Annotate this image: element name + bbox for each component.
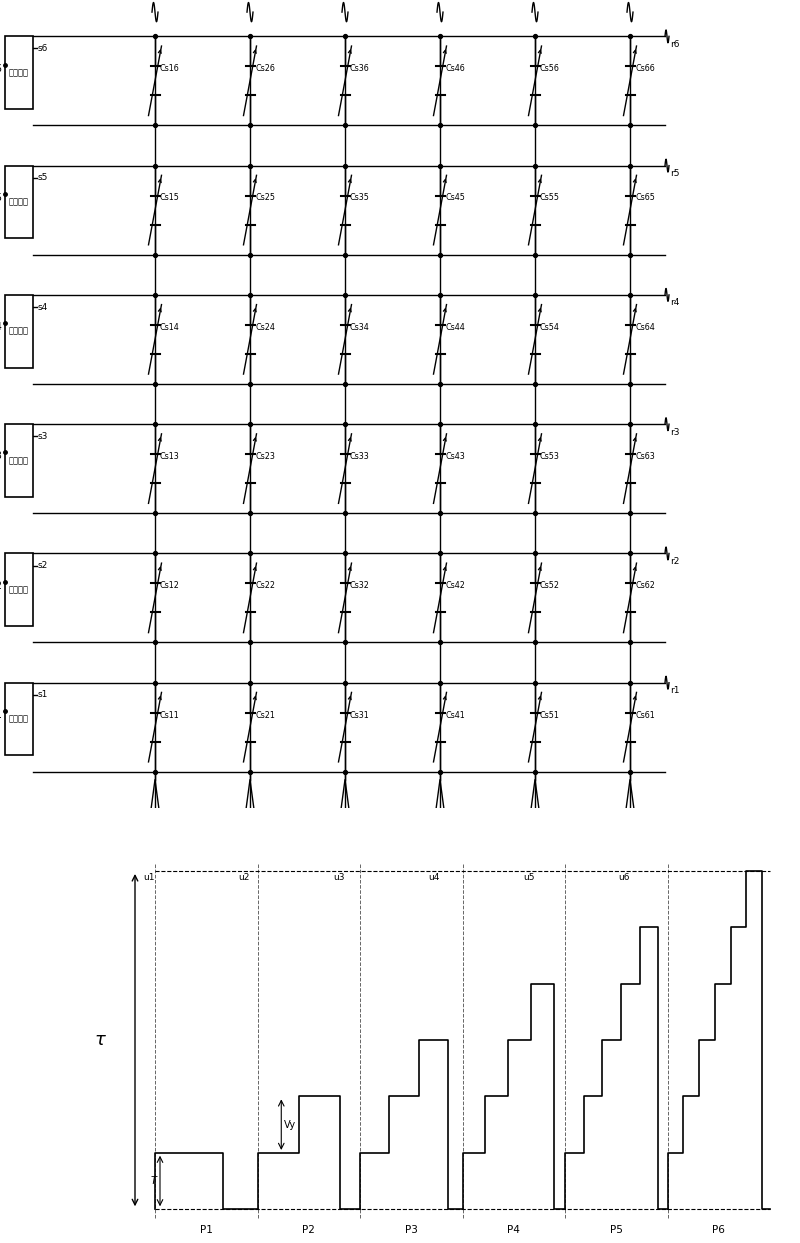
Text: P3: P3 (405, 1224, 418, 1234)
Text: Cs46: Cs46 (445, 65, 465, 73)
Text: Vy: Vy (284, 1120, 296, 1130)
Text: s5: s5 (38, 173, 48, 183)
Text: Cs23: Cs23 (255, 452, 275, 461)
Text: P1: P1 (200, 1224, 213, 1234)
Text: Cs54: Cs54 (540, 323, 560, 332)
Text: Cs64: Cs64 (635, 323, 654, 332)
Text: Cs26: Cs26 (255, 65, 275, 73)
Text: 感测电路: 感测电路 (9, 585, 29, 594)
Text: Vo4: Vo4 (0, 322, 3, 332)
Text: Cs35: Cs35 (350, 194, 370, 203)
Text: Cs24: Cs24 (255, 323, 275, 332)
Bar (5, 295, 33, 368)
Text: Cs65: Cs65 (635, 194, 655, 203)
Text: Cs61: Cs61 (635, 711, 654, 720)
Text: Cs56: Cs56 (540, 65, 560, 73)
Text: Cs36: Cs36 (350, 65, 370, 73)
Text: Cs13: Cs13 (160, 452, 180, 461)
Text: 感测电路: 感测电路 (9, 68, 29, 77)
Text: u2: u2 (238, 873, 250, 881)
Text: Cs31: Cs31 (350, 711, 370, 720)
Text: u5: u5 (523, 873, 534, 881)
Text: s3: s3 (38, 431, 48, 441)
Text: Cs34: Cs34 (350, 323, 370, 332)
Text: u1: u1 (143, 873, 154, 881)
Text: Cs21: Cs21 (255, 711, 275, 720)
Bar (5, 553, 33, 626)
Text: Cs32: Cs32 (350, 582, 370, 590)
Text: Cs44: Cs44 (445, 323, 465, 332)
Text: Vo2: Vo2 (0, 580, 3, 590)
Bar (5, 424, 33, 497)
Text: Cs51: Cs51 (540, 711, 560, 720)
Text: Cs12: Cs12 (160, 582, 180, 590)
Text: Cs14: Cs14 (160, 323, 180, 332)
Text: r5: r5 (670, 169, 679, 178)
Text: s1: s1 (38, 690, 48, 700)
Text: 感测电路: 感测电路 (9, 715, 29, 723)
Text: P5: P5 (610, 1224, 622, 1234)
Text: Cs25: Cs25 (255, 194, 275, 203)
Text: P4: P4 (507, 1224, 520, 1234)
Text: Cs41: Cs41 (445, 711, 465, 720)
Text: s6: s6 (38, 44, 48, 53)
Text: r6: r6 (670, 40, 679, 48)
Text: T: T (151, 1176, 157, 1186)
Text: r2: r2 (670, 557, 679, 566)
Text: Cs11: Cs11 (160, 711, 180, 720)
Bar (5, 682, 33, 756)
Text: Cs62: Cs62 (635, 582, 655, 590)
Text: Cs15: Cs15 (160, 194, 180, 203)
Text: 感测电路: 感测电路 (9, 198, 29, 206)
Text: Vo6: Vo6 (0, 63, 3, 73)
Text: Cs22: Cs22 (255, 582, 275, 590)
Text: Cs42: Cs42 (445, 582, 465, 590)
Text: P2: P2 (302, 1224, 315, 1234)
Text: Vo1: Vo1 (0, 710, 3, 720)
Text: u6: u6 (618, 873, 630, 881)
Text: 感测电路: 感测电路 (9, 456, 29, 465)
Text: τ: τ (94, 1032, 106, 1049)
Text: r4: r4 (670, 298, 679, 307)
Text: Cs16: Cs16 (160, 65, 180, 73)
Text: Cs33: Cs33 (350, 452, 370, 461)
Text: Cs43: Cs43 (445, 452, 465, 461)
Text: 感测电路: 感测电路 (9, 327, 29, 336)
Text: Cs52: Cs52 (540, 582, 560, 590)
Text: Cs63: Cs63 (635, 452, 654, 461)
Text: s2: s2 (38, 561, 48, 571)
Text: Cs45: Cs45 (445, 194, 465, 203)
Bar (5, 165, 33, 239)
Text: r1: r1 (670, 686, 679, 695)
Text: Vo5: Vo5 (0, 193, 3, 203)
Text: u4: u4 (428, 873, 439, 881)
Text: Vo3: Vo3 (0, 451, 3, 461)
Text: P6: P6 (712, 1224, 725, 1234)
Text: r3: r3 (670, 428, 679, 436)
Text: Cs53: Cs53 (540, 452, 560, 461)
Text: Cs55: Cs55 (540, 194, 560, 203)
Text: u3: u3 (333, 873, 345, 881)
Bar (5, 36, 33, 109)
Text: s4: s4 (38, 302, 48, 312)
Text: Cs66: Cs66 (635, 65, 654, 73)
